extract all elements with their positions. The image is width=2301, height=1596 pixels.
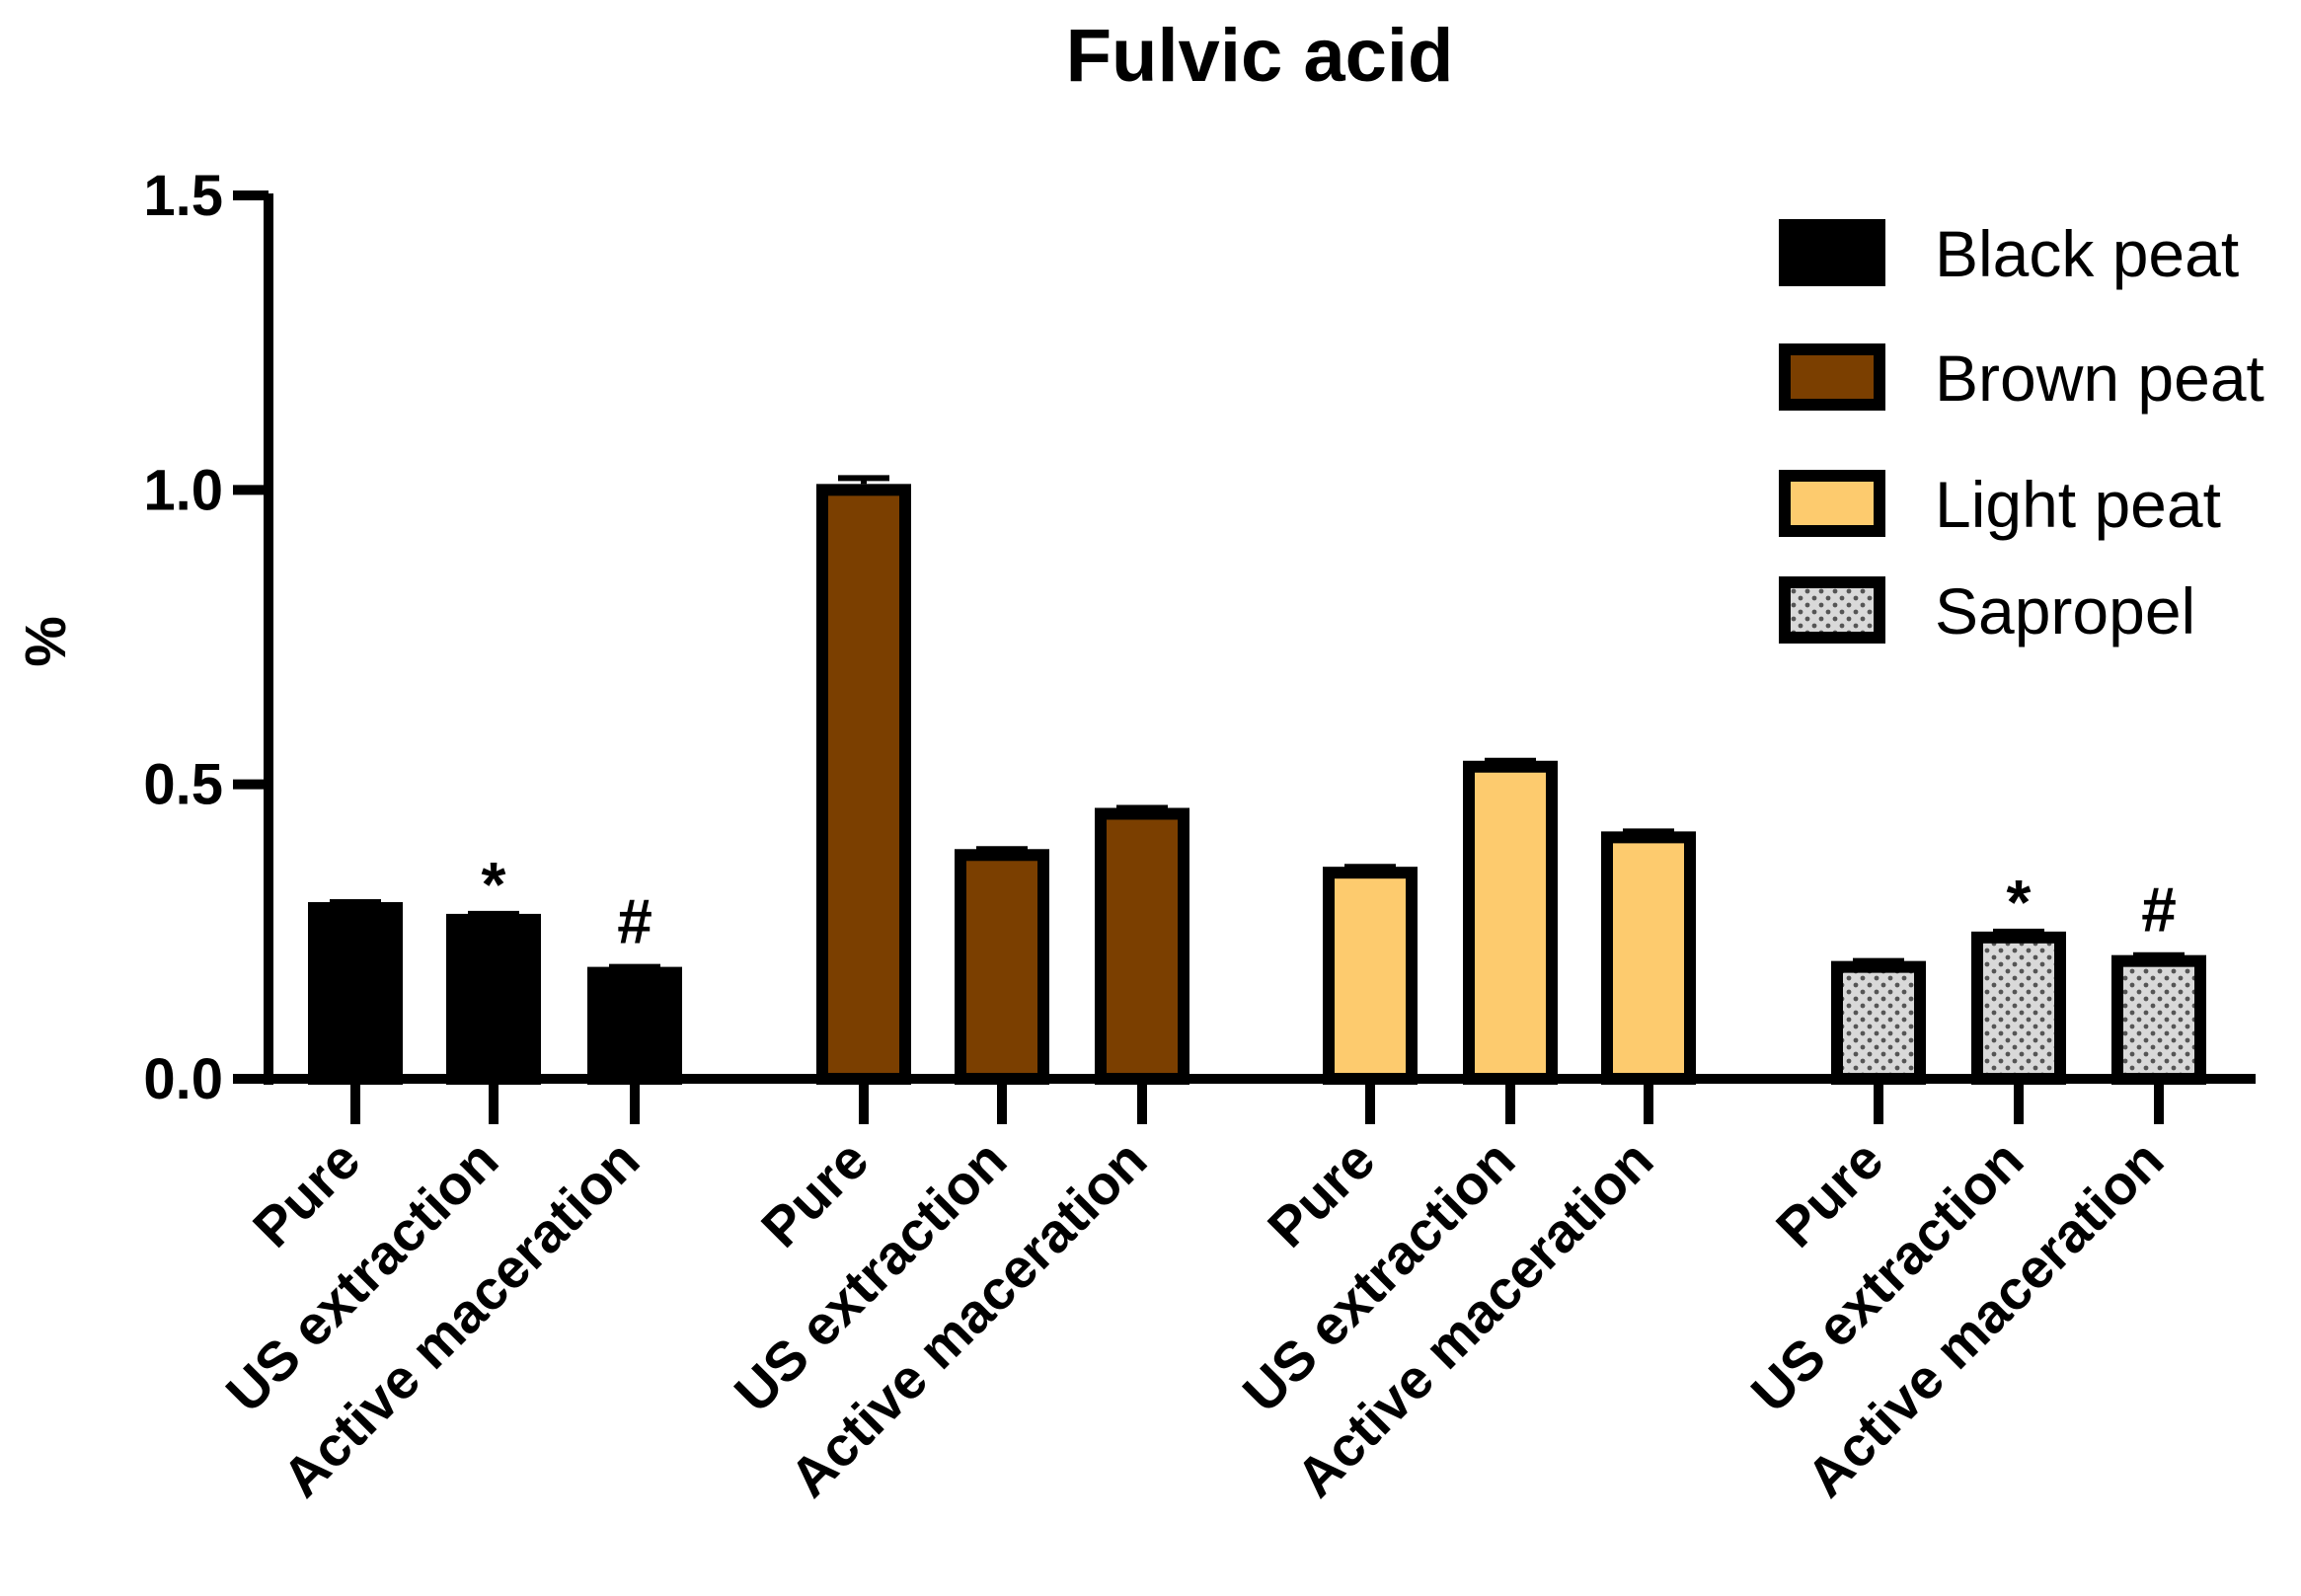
x-tick-label: Pure [749,1128,881,1259]
x-tick-label: Pure [1256,1128,1387,1259]
significance-marker: * [482,849,506,920]
bar [446,913,541,1086]
significance-marker: * [2007,867,2032,938]
y-tick-label: 1.5 [143,164,223,228]
legend-label: Sapropel [1935,574,2195,647]
legend-swatch [1779,470,1885,537]
y-tick-label: 1.0 [143,458,223,522]
legend-label: Light peat [1935,468,2221,541]
chart-title: Fulvic acid [1066,14,1454,98]
bar [1095,807,1189,1085]
y-tick-label: 0.5 [143,753,223,817]
bar [1601,831,1696,1085]
x-tick-label: Pure [241,1128,372,1259]
bar [816,484,911,1086]
bar [2111,954,2206,1086]
bar [587,966,682,1085]
bar [1831,960,1926,1086]
bar [1971,931,2066,1085]
y-tick-label: 0.0 [143,1047,223,1111]
legend-label: Brown peat [1935,342,2264,415]
significance-marker: # [617,886,652,957]
legend: Black peat Brown peat Light peat Sapropel [1779,217,2264,647]
bar [955,849,1049,1085]
legend-swatch [1779,219,1885,286]
bar [1323,867,1418,1086]
legend-swatch [1779,576,1885,644]
x-tick-label: Pure [1764,1128,1895,1259]
legend-swatch [1779,343,1885,411]
y-axis-label: % [14,616,78,667]
bar [308,901,403,1086]
significance-marker: # [2141,874,2177,946]
legend-label: Black peat [1935,217,2239,290]
bar [1463,760,1558,1085]
